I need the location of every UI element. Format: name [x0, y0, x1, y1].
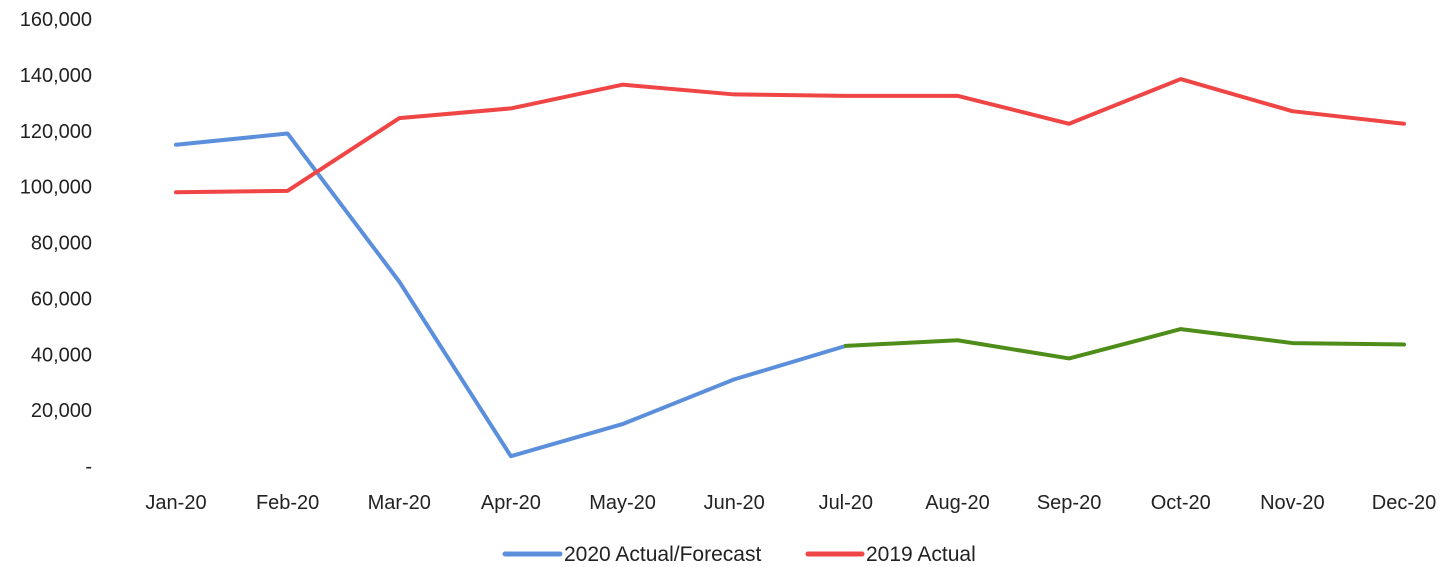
legend: 2020 Actual/Forecast 2019 Actual — [502, 543, 976, 566]
y-tick-label: 140,000 — [20, 65, 92, 87]
x-axis: Jan-20 Feb-20 Mar-20 Apr-20 May-20 Jun-20 Jul-… — [145, 492, 1436, 514]
x-tick-label: Oct-20 — [1151, 492, 1211, 514]
series-line-2020-actual-forecast-actual — [174, 131, 848, 459]
y-tick-label: 120,000 — [20, 121, 92, 143]
y-tick-label: - — [85, 456, 92, 478]
x-tick-label: Feb-20 — [256, 492, 319, 514]
x-tick-label: Sep-20 — [1037, 492, 1102, 514]
x-tick-label: Nov-20 — [1260, 492, 1324, 514]
legend-label-2020: 2020 Actual/Forecast — [564, 543, 761, 566]
x-tick-label: Jan-20 — [145, 492, 206, 514]
legend-label-2019: 2019 Actual — [866, 543, 976, 566]
x-tick-label: Dec-20 — [1372, 492, 1436, 514]
y-tick-label: 60,000 — [31, 288, 92, 310]
x-tick-label: May-20 — [589, 492, 656, 514]
series-layer — [174, 77, 1406, 459]
x-tick-label: Apr-20 — [481, 492, 541, 514]
series-line-2019-actual — [174, 77, 1406, 195]
series-line-2020-actual-forecast-forecast — [843, 327, 1406, 361]
x-tick-label: Mar-20 — [368, 492, 431, 514]
x-tick-label: Jul-20 — [819, 492, 873, 514]
y-tick-label: 20,000 — [31, 400, 92, 422]
y-axis: - 20,000 40,000 60,000 80,000 100,000 120,000 1… — [20, 9, 92, 478]
x-tick-label: Aug-20 — [925, 492, 990, 514]
x-tick-label: Jun-20 — [704, 492, 765, 514]
y-tick-label: 100,000 — [20, 177, 92, 199]
y-tick-label: 160,000 — [20, 9, 92, 31]
y-tick-label: 40,000 — [31, 344, 92, 366]
y-tick-label: 80,000 — [31, 233, 92, 255]
